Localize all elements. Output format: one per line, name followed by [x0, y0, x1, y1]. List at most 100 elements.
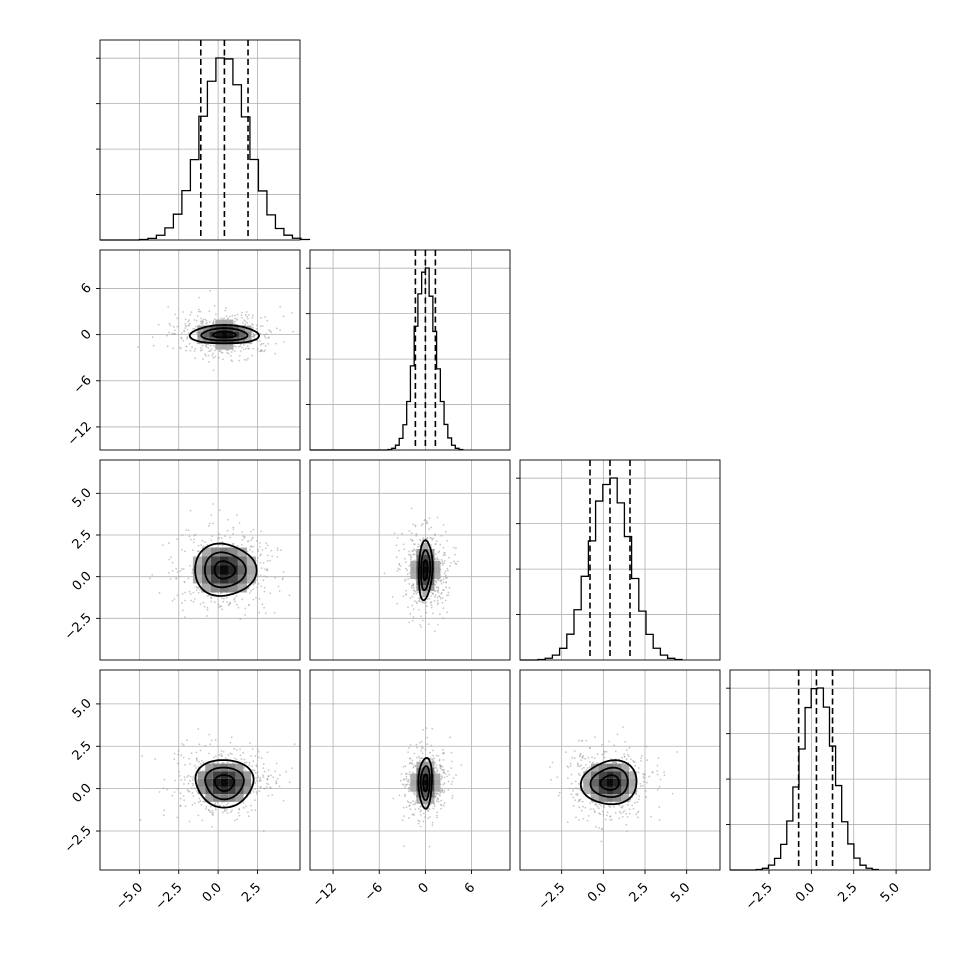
sample-point [625, 823, 628, 826]
sample-point [417, 545, 419, 548]
sample-point [202, 545, 205, 548]
sample-point [263, 575, 265, 577]
sample-point [602, 813, 605, 816]
sample-point [569, 765, 572, 768]
sample-point [251, 537, 254, 539]
sample-point [269, 330, 272, 332]
sample-point [216, 801, 219, 804]
density-cell [197, 337, 204, 344]
sample-point [187, 782, 190, 785]
sample-point [176, 594, 179, 597]
sample-point [278, 590, 281, 592]
sample-point [239, 350, 242, 353]
sample-point [414, 600, 416, 603]
sample-point [170, 556, 172, 559]
sample-point [255, 324, 258, 327]
sample-point [186, 789, 189, 791]
density-cell [243, 771, 252, 779]
density-cell [215, 343, 222, 350]
ytick-label-2-2: 2.5 [70, 527, 95, 552]
sample-point [221, 801, 224, 804]
sample-point [215, 313, 217, 316]
density-cell [621, 763, 629, 772]
sample-point [184, 322, 187, 325]
density-cell [410, 573, 417, 579]
sample-point [418, 741, 421, 744]
sample-point [406, 573, 409, 576]
sample-point [251, 765, 254, 768]
sample-point [263, 335, 266, 338]
sample-point [431, 538, 434, 541]
sample-point [173, 752, 176, 755]
sample-point [417, 609, 420, 611]
sample-point [644, 790, 647, 792]
sample-point [437, 798, 440, 801]
density-cell [428, 567, 435, 573]
sample-point [173, 758, 176, 761]
sample-point [192, 591, 195, 594]
density-cell [422, 785, 429, 792]
sample-point [586, 767, 589, 769]
sample-point [179, 797, 182, 800]
sample-point [190, 752, 193, 755]
sample-point [239, 343, 242, 346]
sample-point [219, 804, 222, 807]
sample-point [252, 332, 255, 335]
sample-point [577, 800, 580, 803]
sample-point [258, 756, 260, 759]
sample-point [422, 820, 425, 823]
sample-point [408, 530, 411, 532]
sample-point [242, 348, 245, 351]
sample-point [182, 744, 185, 747]
sample-point [425, 605, 428, 608]
sample-point [436, 814, 438, 817]
sample-point [224, 810, 226, 813]
sample-point [181, 534, 184, 537]
sample-point [419, 624, 422, 626]
sample-point [277, 585, 280, 588]
sample-point [168, 558, 171, 561]
sample-point [198, 550, 200, 553]
contour-2 [579, 759, 638, 806]
sample-point [220, 755, 223, 758]
sample-point [256, 779, 258, 782]
sample-point [425, 727, 428, 729]
density-cell [192, 565, 202, 575]
sample-point [558, 791, 561, 794]
sample-point [409, 612, 412, 615]
sample-point [210, 348, 213, 351]
sample-point [239, 618, 242, 620]
sample-point [446, 611, 449, 614]
sample-point [415, 743, 418, 746]
sample-point [191, 804, 194, 806]
sample-point [276, 547, 279, 549]
sample-point [255, 539, 258, 542]
sample-point [265, 333, 268, 335]
sample-point [282, 315, 285, 318]
sample-point [192, 776, 195, 778]
sample-point [227, 604, 230, 607]
hist-frame-1 [309, 249, 511, 451]
sample-point [184, 616, 186, 618]
sample-point [440, 799, 442, 802]
sample-point [214, 739, 217, 741]
sample-point [229, 536, 232, 539]
sample-point [402, 766, 405, 768]
sample-point [187, 324, 190, 327]
sample-point [178, 346, 181, 349]
sample-point [427, 623, 430, 625]
density-cell [227, 319, 234, 326]
sample-point [229, 752, 232, 755]
sample-point [218, 349, 221, 352]
sample-point [398, 562, 401, 565]
sample-point [440, 579, 442, 582]
sample-point [247, 347, 250, 350]
xtick-label-3-0: −2.5 [743, 880, 776, 913]
sample-point [578, 819, 581, 821]
sample-point [621, 816, 624, 818]
sample-point [265, 786, 268, 788]
density-cell [590, 786, 599, 795]
sample-point [233, 757, 236, 760]
sample-point [184, 591, 187, 594]
sample-point [171, 570, 174, 572]
